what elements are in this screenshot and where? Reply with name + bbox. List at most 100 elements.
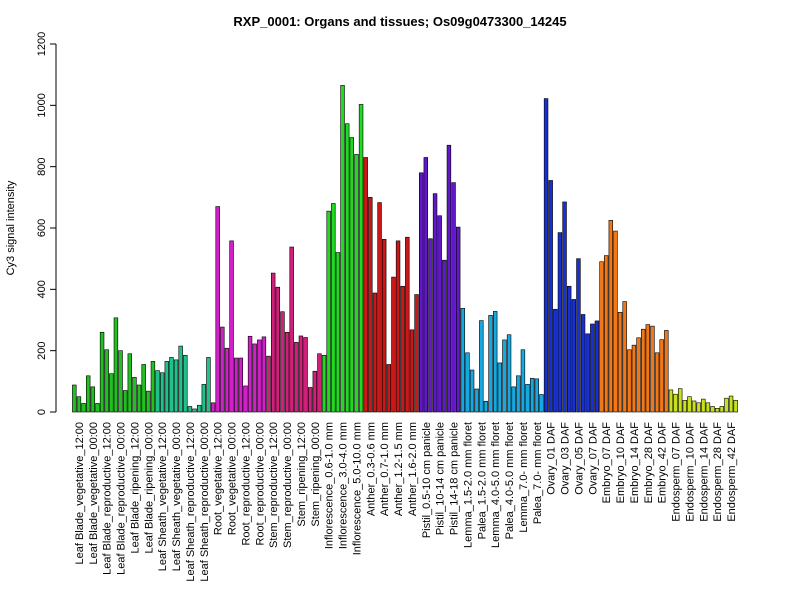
- x-tick-label: Pistil_10-14 cm panicle: [435, 422, 447, 535]
- bar: [252, 343, 257, 413]
- x-tick-label: Leaf Blade_reproductive_00:00: [116, 422, 128, 575]
- x-tick-label: Stem_ripening_00:00: [310, 422, 322, 527]
- bar: [705, 402, 711, 413]
- bar: [368, 197, 373, 413]
- bar: [358, 104, 364, 413]
- chart-title: RXP_0001: Organs and tissues; Os09g04733…: [233, 14, 566, 29]
- bar: [599, 261, 604, 413]
- bar: [502, 339, 507, 413]
- x-tick-label: Palea_4.0-5.0 mm floret: [504, 422, 516, 539]
- bar: [257, 339, 262, 413]
- bar: [474, 388, 479, 413]
- bar: [451, 182, 456, 413]
- bar: [654, 352, 660, 413]
- bar: [479, 320, 484, 413]
- bar: [155, 370, 160, 413]
- bar: [192, 408, 197, 413]
- x-tick-label: Leaf Blade_vegetative_12:00: [74, 422, 86, 565]
- x-tick-label: Palea_7.0- mm floret: [532, 422, 544, 524]
- x-tick-label: Stem_reproductive_12:00: [268, 422, 280, 548]
- x-tick-label: Lemma_1.5-2.0 mm floret: [462, 422, 474, 548]
- bar: [109, 373, 114, 413]
- bar: [529, 377, 535, 413]
- bar: [215, 206, 220, 413]
- bar: [696, 402, 701, 413]
- bar: [289, 246, 294, 413]
- bar: [548, 180, 553, 413]
- bar: [303, 337, 308, 413]
- bar: [266, 355, 271, 413]
- y-axis: 0 200 400 600 800 1000 1200: [36, 32, 57, 415]
- bar: [553, 308, 558, 413]
- bar: [317, 353, 322, 413]
- bar: [687, 396, 692, 413]
- x-tick-label: Anther_0.7-1.0 mm: [379, 422, 391, 516]
- x-tick-label: Root_reproductive_12:00: [240, 422, 252, 546]
- bar: [349, 137, 355, 413]
- y-tick-label: 1000: [36, 93, 48, 117]
- x-tick-label: Lemma_4.0-5.0 mm floret: [490, 422, 502, 548]
- bar: [113, 317, 119, 413]
- bar: [104, 349, 109, 413]
- bar: [238, 357, 244, 413]
- bar: [682, 400, 688, 413]
- bar: [229, 240, 234, 413]
- bar: [664, 330, 669, 413]
- bar: [196, 404, 202, 413]
- x-tick-label: Embryo_28 DAF: [643, 422, 655, 504]
- x-tick-label: Ovary_07 DAF: [587, 422, 599, 495]
- x-tick-label: Leaf Sheath_reproductive_12:00: [185, 422, 197, 582]
- bar: [275, 286, 281, 413]
- y-tick-label: 600: [36, 219, 48, 237]
- bar: [243, 385, 248, 413]
- bar: [280, 311, 285, 413]
- bar: [719, 406, 725, 413]
- bar: [210, 402, 216, 413]
- x-tick-label: Anther_1.6-2.0 mm: [407, 422, 419, 516]
- bar: [622, 301, 627, 413]
- bar: [423, 157, 429, 413]
- bar: [321, 354, 327, 413]
- bar: [418, 172, 424, 413]
- y-tick-label: 400: [36, 280, 48, 298]
- bar: [307, 387, 313, 413]
- bar: [326, 210, 331, 413]
- bar: [428, 238, 433, 413]
- bar: [146, 390, 151, 413]
- x-tick-label: Endosperm_07 DAF: [671, 422, 683, 522]
- bar: [340, 85, 345, 413]
- bar: [233, 357, 239, 413]
- bar: [294, 342, 299, 413]
- x-tick-label: Inflorescence_5.0-10.0 mm: [351, 422, 363, 555]
- y-tick-label: 200: [36, 341, 48, 359]
- y-tick-label: 800: [36, 157, 48, 175]
- bar: [284, 331, 290, 413]
- bar: [85, 375, 91, 413]
- bar: [118, 350, 123, 413]
- x-tick-label: Leaf Sheath_vegetative_00:00: [171, 422, 183, 571]
- bar: [525, 384, 530, 413]
- bar: [363, 157, 368, 413]
- bar: [594, 320, 600, 413]
- bar: [247, 335, 253, 413]
- x-tick-label: Leaf Blade_vegetative_00:00: [88, 422, 100, 565]
- x-tick-label: Embryo_42 DAF: [657, 422, 669, 504]
- bar: [677, 388, 683, 413]
- bar: [465, 352, 470, 413]
- bar: [557, 232, 563, 413]
- x-tick-label: Pistil_0.5-10 cm panicle: [421, 422, 433, 538]
- bar: [603, 255, 609, 413]
- bar: [645, 324, 651, 413]
- bar: [701, 398, 706, 413]
- bar: [187, 406, 193, 413]
- bar: [298, 335, 304, 413]
- x-axis-labels: Leaf Blade_vegetative_12:00 Leaf Blade_ve…: [74, 422, 738, 582]
- bar: [169, 357, 174, 413]
- x-tick-label: Embryo_14 DAF: [629, 422, 641, 504]
- x-tick-label: Stem_reproductive_00:00: [282, 422, 294, 548]
- x-tick-label: Inflorescence_3.0-4.0 mm: [338, 422, 350, 549]
- bar: [483, 400, 489, 413]
- bar: [127, 353, 133, 413]
- x-tick-label: Ovary_03 DAF: [560, 422, 572, 495]
- bar: [640, 328, 646, 413]
